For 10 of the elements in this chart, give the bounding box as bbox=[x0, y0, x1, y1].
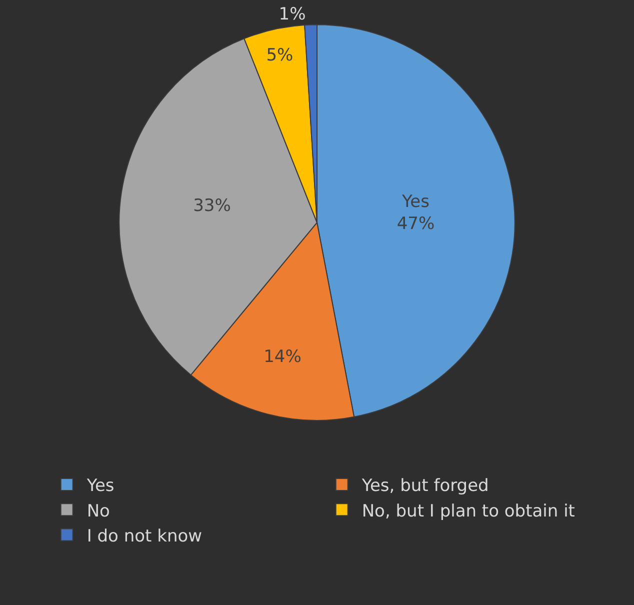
legend-label: No bbox=[86, 501, 110, 522]
data-label: 5% bbox=[266, 46, 294, 66]
legend-label: Yes, but forged bbox=[360, 476, 489, 496]
legend-label: I do not know bbox=[86, 526, 202, 546]
legend-label: No, but I plan to obtain it bbox=[362, 501, 576, 522]
data-label: Yes 47% bbox=[396, 192, 435, 234]
data-label: 14% bbox=[264, 346, 302, 367]
data-label: 33% bbox=[193, 196, 231, 216]
data-label: 1% bbox=[278, 4, 306, 25]
legend-label: Yes bbox=[86, 476, 114, 496]
